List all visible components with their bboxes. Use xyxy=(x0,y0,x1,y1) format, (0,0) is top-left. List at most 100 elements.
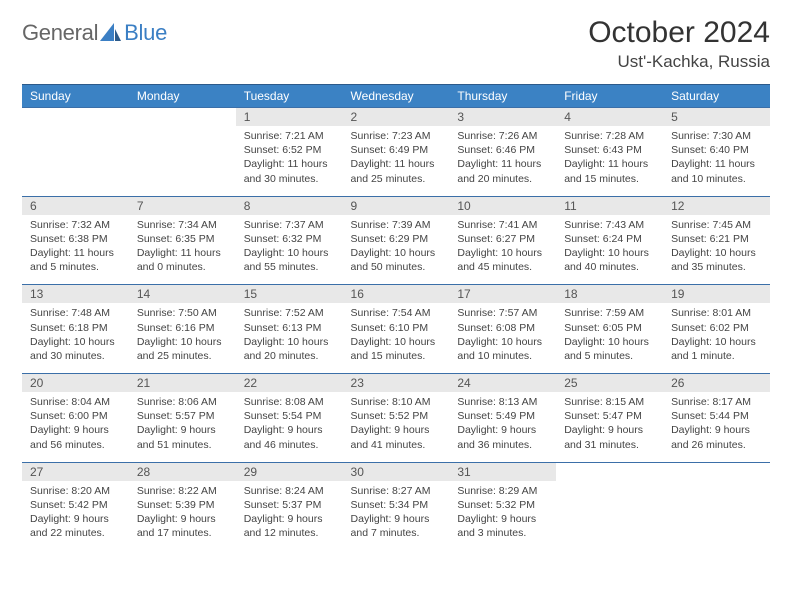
day-cell: Sunrise: 7:28 AMSunset: 6:43 PMDaylight:… xyxy=(556,126,663,196)
daylight-text: Daylight: 10 hours and 5 minutes. xyxy=(564,335,655,363)
day-number: 12 xyxy=(663,196,770,215)
daylight-text: Daylight: 9 hours and 12 minutes. xyxy=(244,512,335,540)
day-content-row: Sunrise: 7:21 AMSunset: 6:52 PMDaylight:… xyxy=(22,126,770,196)
sunrise-text: Sunrise: 8:29 AM xyxy=(457,484,548,498)
sunset-text: Sunset: 6:05 PM xyxy=(564,321,655,335)
day-number: 29 xyxy=(236,462,343,481)
sunrise-text: Sunrise: 7:26 AM xyxy=(457,129,548,143)
day-number: 21 xyxy=(129,374,236,393)
day-number xyxy=(22,108,129,127)
daylight-text: Daylight: 9 hours and 41 minutes. xyxy=(351,423,442,451)
daylight-text: Daylight: 9 hours and 26 minutes. xyxy=(671,423,762,451)
daylight-text: Daylight: 9 hours and 51 minutes. xyxy=(137,423,228,451)
day-cell: Sunrise: 7:54 AMSunset: 6:10 PMDaylight:… xyxy=(343,303,450,373)
day-cell: Sunrise: 7:32 AMSunset: 6:38 PMDaylight:… xyxy=(22,215,129,285)
day-number: 18 xyxy=(556,285,663,304)
daylight-text: Daylight: 10 hours and 45 minutes. xyxy=(457,246,548,274)
sunset-text: Sunset: 6:02 PM xyxy=(671,321,762,335)
title-block: October 2024 Ust'-Kachka, Russia xyxy=(588,16,770,72)
day-content-row: Sunrise: 7:32 AMSunset: 6:38 PMDaylight:… xyxy=(22,215,770,285)
daylight-text: Daylight: 10 hours and 15 minutes. xyxy=(351,335,442,363)
day-number: 8 xyxy=(236,196,343,215)
sunset-text: Sunset: 5:32 PM xyxy=(457,498,548,512)
location-label: Ust'-Kachka, Russia xyxy=(588,52,770,72)
sunset-text: Sunset: 6:49 PM xyxy=(351,143,442,157)
weekday-header: Friday xyxy=(556,85,663,108)
daylight-text: Daylight: 9 hours and 3 minutes. xyxy=(457,512,548,540)
day-cell: Sunrise: 8:29 AMSunset: 5:32 PMDaylight:… xyxy=(449,481,556,551)
day-number: 3 xyxy=(449,108,556,127)
day-cell: Sunrise: 8:06 AMSunset: 5:57 PMDaylight:… xyxy=(129,392,236,462)
month-title: October 2024 xyxy=(588,16,770,50)
sunset-text: Sunset: 5:52 PM xyxy=(351,409,442,423)
daylight-text: Daylight: 9 hours and 46 minutes. xyxy=(244,423,335,451)
day-number: 7 xyxy=(129,196,236,215)
daylight-text: Daylight: 11 hours and 0 minutes. xyxy=(137,246,228,274)
daylight-text: Daylight: 10 hours and 40 minutes. xyxy=(564,246,655,274)
day-cell: Sunrise: 7:37 AMSunset: 6:32 PMDaylight:… xyxy=(236,215,343,285)
weekday-header: Monday xyxy=(129,85,236,108)
sunset-text: Sunset: 5:37 PM xyxy=(244,498,335,512)
sunrise-text: Sunrise: 8:27 AM xyxy=(351,484,442,498)
daylight-text: Daylight: 10 hours and 30 minutes. xyxy=(30,335,121,363)
daylight-text: Daylight: 10 hours and 10 minutes. xyxy=(457,335,548,363)
day-number: 31 xyxy=(449,462,556,481)
day-cell: Sunrise: 8:01 AMSunset: 6:02 PMDaylight:… xyxy=(663,303,770,373)
day-number: 17 xyxy=(449,285,556,304)
day-cell: Sunrise: 8:13 AMSunset: 5:49 PMDaylight:… xyxy=(449,392,556,462)
daylight-text: Daylight: 10 hours and 25 minutes. xyxy=(137,335,228,363)
brand-logo: General Blue xyxy=(22,20,167,46)
day-number-row: 12345 xyxy=(22,108,770,127)
sunset-text: Sunset: 5:47 PM xyxy=(564,409,655,423)
day-number: 11 xyxy=(556,196,663,215)
day-content-row: Sunrise: 8:20 AMSunset: 5:42 PMDaylight:… xyxy=(22,481,770,551)
sunset-text: Sunset: 6:18 PM xyxy=(30,321,121,335)
day-cell xyxy=(22,126,129,196)
sunrise-text: Sunrise: 7:45 AM xyxy=(671,218,762,232)
weekday-header: Saturday xyxy=(663,85,770,108)
day-number: 5 xyxy=(663,108,770,127)
sunrise-text: Sunrise: 7:28 AM xyxy=(564,129,655,143)
day-number: 14 xyxy=(129,285,236,304)
daylight-text: Daylight: 9 hours and 56 minutes. xyxy=(30,423,121,451)
day-number: 6 xyxy=(22,196,129,215)
sunrise-text: Sunrise: 7:41 AM xyxy=(457,218,548,232)
day-cell: Sunrise: 7:48 AMSunset: 6:18 PMDaylight:… xyxy=(22,303,129,373)
day-content-row: Sunrise: 8:04 AMSunset: 6:00 PMDaylight:… xyxy=(22,392,770,462)
day-content-row: Sunrise: 7:48 AMSunset: 6:18 PMDaylight:… xyxy=(22,303,770,373)
day-cell: Sunrise: 7:41 AMSunset: 6:27 PMDaylight:… xyxy=(449,215,556,285)
sunset-text: Sunset: 6:35 PM xyxy=(137,232,228,246)
day-number: 24 xyxy=(449,374,556,393)
day-number: 16 xyxy=(343,285,450,304)
sunrise-text: Sunrise: 7:30 AM xyxy=(671,129,762,143)
day-number xyxy=(663,462,770,481)
sunset-text: Sunset: 6:13 PM xyxy=(244,321,335,335)
day-number-row: 20212223242526 xyxy=(22,374,770,393)
day-cell xyxy=(129,126,236,196)
day-number: 27 xyxy=(22,462,129,481)
sunrise-text: Sunrise: 7:59 AM xyxy=(564,306,655,320)
daylight-text: Daylight: 9 hours and 7 minutes. xyxy=(351,512,442,540)
day-number-row: 6789101112 xyxy=(22,196,770,215)
day-number: 22 xyxy=(236,374,343,393)
day-cell: Sunrise: 7:39 AMSunset: 6:29 PMDaylight:… xyxy=(343,215,450,285)
day-number: 13 xyxy=(22,285,129,304)
sunset-text: Sunset: 6:27 PM xyxy=(457,232,548,246)
sunset-text: Sunset: 5:49 PM xyxy=(457,409,548,423)
day-cell: Sunrise: 8:24 AMSunset: 5:37 PMDaylight:… xyxy=(236,481,343,551)
logo-sail-icon xyxy=(100,23,122,43)
sunset-text: Sunset: 6:43 PM xyxy=(564,143,655,157)
daylight-text: Daylight: 11 hours and 5 minutes. xyxy=(30,246,121,274)
sunrise-text: Sunrise: 8:04 AM xyxy=(30,395,121,409)
day-cell xyxy=(556,481,663,551)
day-number xyxy=(556,462,663,481)
sunrise-text: Sunrise: 7:57 AM xyxy=(457,306,548,320)
sunrise-text: Sunrise: 7:37 AM xyxy=(244,218,335,232)
day-cell: Sunrise: 7:52 AMSunset: 6:13 PMDaylight:… xyxy=(236,303,343,373)
weekday-header: Wednesday xyxy=(343,85,450,108)
day-number-row: 2728293031 xyxy=(22,462,770,481)
day-cell: Sunrise: 7:57 AMSunset: 6:08 PMDaylight:… xyxy=(449,303,556,373)
weekday-header: Sunday xyxy=(22,85,129,108)
sunrise-text: Sunrise: 8:24 AM xyxy=(244,484,335,498)
day-cell: Sunrise: 7:23 AMSunset: 6:49 PMDaylight:… xyxy=(343,126,450,196)
